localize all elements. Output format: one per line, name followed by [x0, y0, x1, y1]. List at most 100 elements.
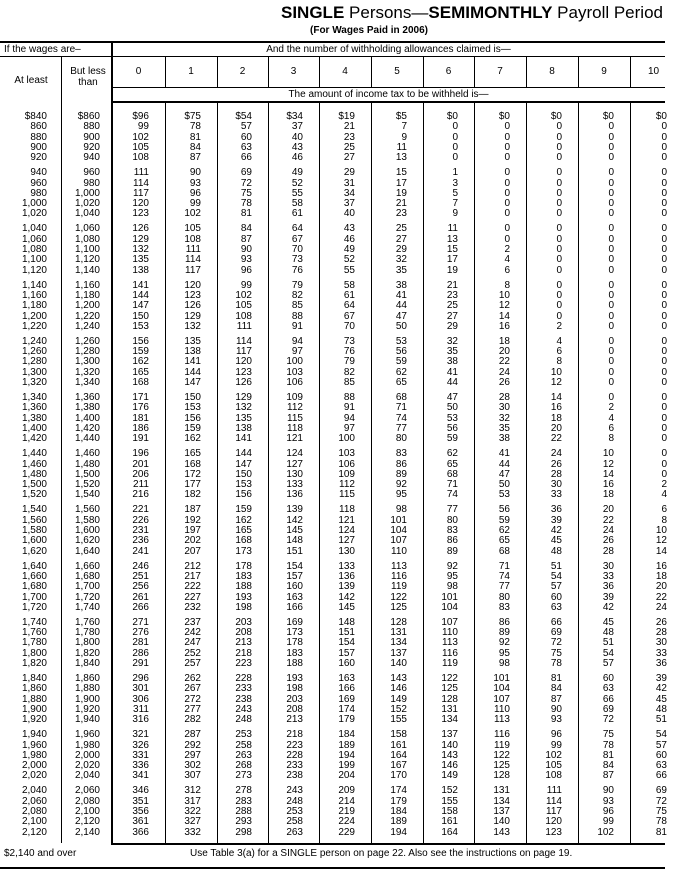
tax-amount: 14 — [550, 392, 562, 403]
tax-amount: 99 — [189, 198, 201, 210]
tax-amount: 152 — [441, 785, 458, 797]
tax-amount: 5 — [452, 187, 458, 199]
tax-amount: 0 — [608, 233, 614, 245]
tax-amount: 0 — [504, 223, 510, 235]
tax-amount: 0 — [608, 208, 614, 220]
allowance-column-header: 3 — [290, 66, 297, 77]
tax-amount: 144 — [184, 366, 201, 378]
tax-amount: 12 — [655, 535, 667, 547]
tax-amount: 135 — [184, 335, 201, 347]
tax-amount: 72 — [240, 177, 252, 189]
wage-but-less-than: 1,740 — [74, 601, 100, 613]
tax-amount: 27 — [446, 310, 458, 322]
tax-amount: 124 — [338, 525, 355, 536]
tax-amount: 6 — [608, 422, 614, 434]
tax-amount: 96 — [189, 187, 201, 199]
tax-amount: 121 — [338, 514, 355, 526]
tax-amount: 23 — [343, 131, 355, 143]
tax-amount: 45 — [602, 616, 614, 628]
tax-amount: 142 — [338, 591, 355, 603]
tax-amount: 12 — [602, 458, 614, 470]
tax-amount: 277 — [184, 703, 201, 715]
tax-amount: 201 — [132, 458, 149, 470]
tax-amount: 90 — [189, 167, 201, 179]
tax-amount: 0 — [661, 208, 667, 220]
tax-amount: 76 — [291, 264, 303, 276]
tax-amount: 67 — [343, 310, 355, 322]
tax-amount: 332 — [184, 826, 201, 838]
tax-amount: 0 — [556, 131, 562, 143]
tax-amount: 21 — [343, 121, 355, 133]
tax-amount: 166 — [286, 601, 303, 613]
tax-amount: 206 — [132, 468, 149, 480]
table-row: 1,960 1,980 326 292 258 223 189 161 140 119 99 78 57 — [0, 740, 677, 751]
tax-amount: 24 — [655, 601, 667, 613]
tax-amount: 154 — [338, 637, 355, 649]
tax-amount: 55 — [291, 187, 303, 199]
tax-amount: 78 — [655, 816, 667, 828]
tax-amount: 218 — [235, 647, 252, 659]
table-row: 1,940 1,960 321 287 253 218 184 158 137 116 96 75 54 — [0, 729, 677, 740]
tax-amount: 253 — [235, 729, 252, 741]
wage-but-less-than: 1,140 — [74, 264, 100, 276]
tax-amount: 97 — [343, 422, 355, 434]
tax-amount: 128 — [493, 770, 510, 782]
tax-amount: 10 — [655, 525, 667, 536]
table-row: 900 920 105 84 63 43 25 11 0 0 0 0 0 — [0, 142, 677, 153]
tax-amount: 72 — [602, 714, 614, 726]
tax-amount: 0 — [608, 177, 614, 189]
tax-amount: 102 — [597, 826, 614, 838]
tax-amount: 62 — [498, 525, 510, 536]
wage-but-less-than: 1,420 — [74, 422, 100, 434]
tax-amount: 95 — [446, 570, 458, 582]
tax-amount: 157 — [338, 647, 355, 659]
tax-amount: 84 — [189, 141, 201, 153]
table-row: 1,340 1,360 171 150 129 109 88 68 47 28 14 0 0 — [0, 392, 677, 403]
tax-amount: 223 — [235, 658, 252, 669]
tax-amount: 9 — [401, 131, 407, 143]
tax-amount: 0 — [504, 121, 510, 133]
tax-amount: 176 — [132, 402, 149, 414]
table-row: 1,640 1,660 246 212 178 154 133 113 92 71 51 30 16 — [0, 561, 677, 572]
tax-amount: 209 — [338, 785, 355, 797]
wage-at-least: 1,920 — [21, 714, 47, 726]
tax-amount: 88 — [343, 392, 355, 403]
tax-amount: 141 — [184, 356, 201, 368]
tax-amount: $0 — [550, 111, 562, 122]
tax-amount: 116 — [391, 570, 407, 582]
tax-amount: 124 — [286, 448, 303, 460]
wage-but-less-than: 1,300 — [74, 356, 100, 368]
tax-amount: 98 — [395, 504, 407, 516]
tax-amount: 52 — [343, 254, 355, 266]
column-divider — [61, 57, 62, 843]
tax-amount: 15 — [446, 244, 458, 255]
tax-amount: 241 — [132, 545, 149, 557]
tax-amount: 173 — [235, 545, 252, 557]
tax-amount: 111 — [236, 320, 252, 332]
table-row: 1,320 1,340 168 147 126 106 85 65 44 26 12 0 0 — [0, 377, 677, 388]
tax-amount: 8 — [556, 356, 562, 368]
wage-at-least: 1,560 — [21, 514, 47, 526]
tax-amount: 236 — [132, 535, 149, 547]
wage-at-least: 1,600 — [21, 535, 47, 547]
tax-amount: 71 — [446, 479, 458, 491]
wage-at-least: 1,900 — [21, 703, 47, 715]
tax-amount: 216 — [132, 489, 149, 501]
tax-amount: 42 — [550, 525, 562, 536]
tax-amount: 85 — [291, 300, 303, 312]
tax-amount: 193 — [286, 673, 303, 684]
tax-amount: 22 — [498, 356, 510, 368]
tax-amount: 188 — [235, 581, 252, 593]
tax-amount: 101 — [441, 591, 458, 603]
tax-amount: 301 — [132, 683, 149, 695]
tax-amount: 17 — [446, 254, 458, 266]
tax-amount: $19 — [338, 111, 355, 122]
table-row: 1,500 1,520 211 177 153 133 112 92 71 50 30 16 2 — [0, 479, 677, 490]
tax-amount: 87 — [550, 693, 562, 705]
tax-amount: 0 — [661, 141, 667, 153]
tax-amount: 150 — [235, 468, 252, 480]
tax-amount: 261 — [132, 591, 149, 603]
tax-amount: 148 — [286, 535, 303, 547]
tax-amount: 0 — [608, 141, 614, 153]
wage-at-least: 1,320 — [21, 377, 47, 388]
